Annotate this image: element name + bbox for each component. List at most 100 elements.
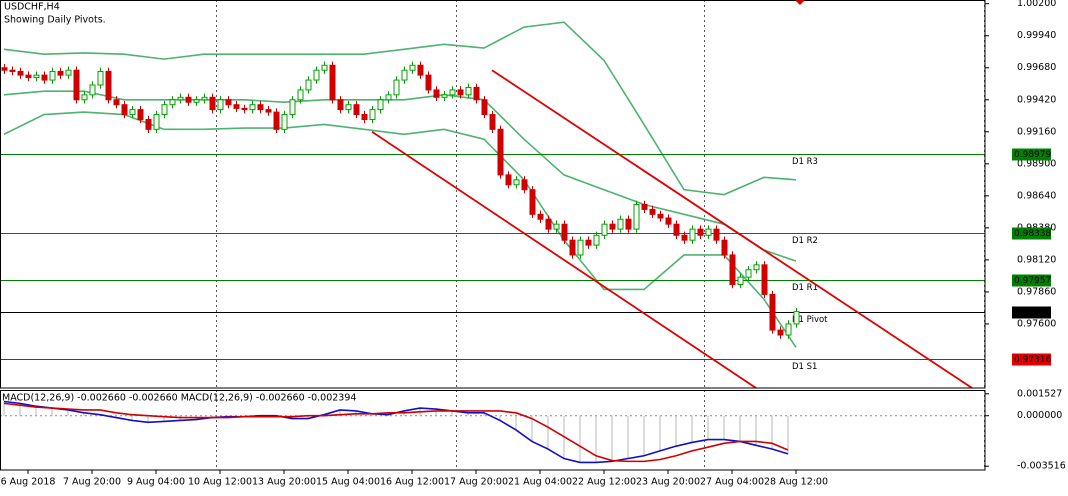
candle-body (401, 69, 408, 81)
candle-body (65, 69, 72, 76)
candle-body (297, 89, 304, 101)
candle-body (713, 228, 720, 241)
pivot-tag-label: 0.97316 (1014, 355, 1051, 365)
y-tick-label: -0.003516 (1017, 461, 1066, 472)
candle-body (489, 114, 496, 130)
candle-body (57, 70, 64, 76)
candle-body (249, 104, 256, 111)
candle-body (585, 239, 592, 246)
candle-body (225, 99, 232, 106)
x-tick-label: 9 Aug 04:00 (127, 477, 185, 488)
candle-body (425, 74, 432, 91)
candle-body (321, 64, 328, 71)
candle-body (137, 109, 144, 120)
candle-body (641, 203, 648, 210)
macd-panel (0, 400, 985, 464)
pivot-tag (1012, 227, 1051, 240)
candle-body (73, 69, 80, 101)
candle-body (673, 223, 680, 236)
candle-body (361, 114, 368, 120)
y-tick-label: 0.99680 (1017, 62, 1056, 73)
candle-body (417, 64, 424, 76)
x-tick-label: 16 Aug 12:00 (380, 477, 444, 488)
candle-body (193, 99, 200, 103)
candle-body (497, 128, 504, 176)
y-tick-label: 0.97600 (1017, 318, 1056, 329)
candle-body (241, 107, 248, 111)
x-tick-label: 13 Aug 20:00 (252, 477, 316, 488)
y-tick-label: 0.99940 (1017, 30, 1056, 41)
candle-body (737, 276, 744, 286)
candle-body (617, 218, 624, 230)
pivot-tag (1012, 148, 1051, 161)
candle-body (369, 109, 376, 120)
candle-body (353, 104, 360, 116)
candle-body (481, 99, 488, 116)
candle-body (625, 218, 632, 230)
candle-body (465, 86, 472, 96)
candle-body (545, 218, 552, 230)
candle-body (377, 99, 384, 111)
pivot-tag-label: 0.98979 (1014, 150, 1051, 160)
candle-body (633, 203, 640, 230)
chart-subtitle: Showing Daily Pivots. (4, 15, 106, 26)
candle-body (753, 264, 760, 271)
pivot-tag (1012, 274, 1051, 287)
candle-body (185, 96, 192, 103)
candle-body (521, 179, 528, 191)
y-tick-label: 1.00200 (1017, 0, 1056, 9)
y-tick-label: 0.98900 (1017, 158, 1056, 169)
candle-body (9, 69, 16, 72)
pivot-label: D1 Pivot (792, 315, 828, 325)
pivot-label: D1 R3 (792, 157, 818, 167)
candle-body (313, 69, 320, 81)
expert-icon (795, 0, 805, 5)
candle-body (729, 254, 736, 286)
candle-body (409, 64, 416, 71)
candle-body (473, 86, 480, 101)
candle-body (505, 174, 512, 186)
candle-body (593, 234, 600, 246)
band-line (3, 111, 797, 348)
macd-label: MACD(12,26,9) -0.002660 -0.002660 MACD(1… (2, 393, 356, 404)
candle-body (569, 239, 576, 256)
candle-body (553, 223, 560, 230)
candle-body (81, 94, 88, 101)
pivot-tag-label: 0.97697 (1014, 308, 1051, 318)
candle-body (1, 67, 8, 71)
y-tick-label: 0.001527 (1017, 388, 1062, 399)
y-tick-label: 0.000000 (1017, 410, 1062, 421)
candle-body (657, 213, 664, 219)
x-tick-label: 23 Aug 20:00 (636, 477, 700, 488)
pivot-label: D1 R2 (792, 236, 818, 246)
x-tick-label: 27 Aug 04:00 (700, 477, 764, 488)
candle-body (665, 217, 672, 225)
pivot-tag-label: 0.98338 (1014, 229, 1051, 239)
candle-body (609, 223, 616, 230)
candle-body (289, 99, 296, 116)
candle-body (681, 234, 688, 241)
candle-body (537, 213, 544, 220)
candle-body (49, 70, 56, 81)
band-line (3, 21, 797, 196)
candle-body (97, 70, 104, 86)
candle-body (273, 111, 280, 130)
candle-body (689, 228, 696, 241)
candle-body (345, 104, 352, 111)
candle-body (17, 70, 24, 76)
candle-body (561, 223, 568, 241)
candle-body (769, 293, 776, 331)
candle-body (145, 118, 152, 130)
x-tick-label: 22 Aug 12:00 (572, 477, 636, 488)
candle-body (89, 84, 96, 96)
band-line (3, 90, 797, 262)
candle-body (121, 104, 128, 116)
x-tick-label: 7 Aug 20:00 (63, 477, 121, 488)
pivot-tag-label: 0.97957 (1014, 276, 1051, 286)
candle-body (577, 239, 584, 256)
candle-body (305, 79, 312, 91)
x-tick-label: 6 Aug 2018 (1, 477, 56, 488)
